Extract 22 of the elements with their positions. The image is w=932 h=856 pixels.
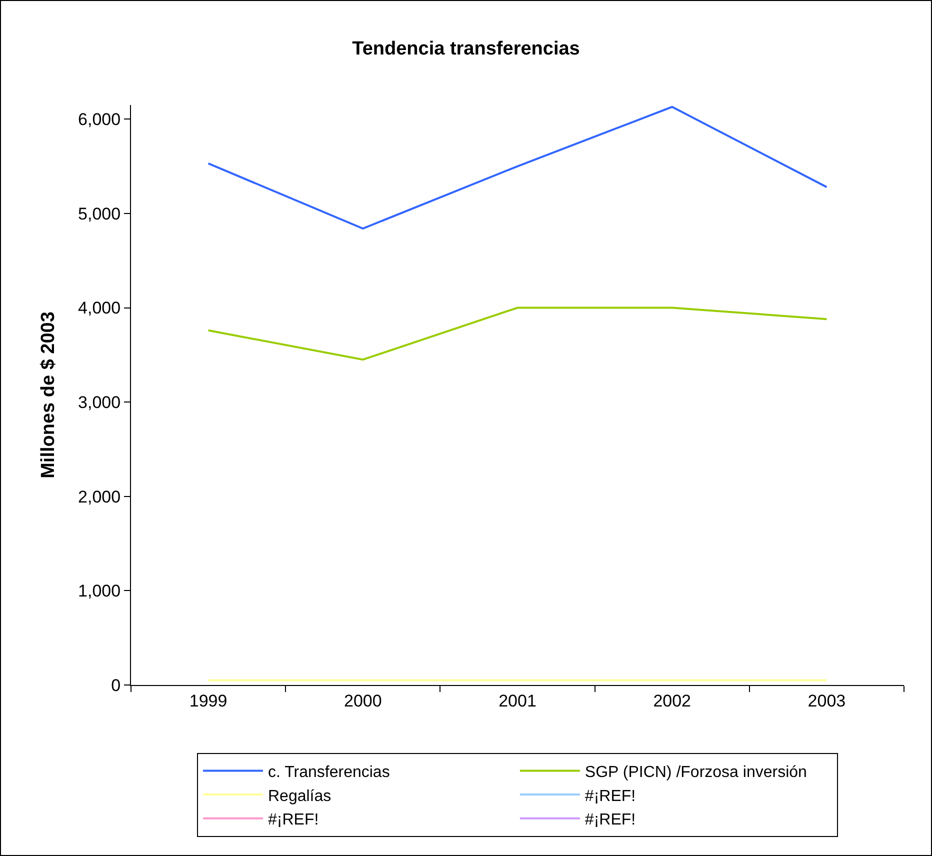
y-tick-label: 0 bbox=[111, 676, 121, 695]
y-tick-label: 1,000 bbox=[78, 582, 121, 601]
x-tick-label: 2000 bbox=[344, 691, 382, 710]
legend-label: #¡REF! bbox=[584, 788, 636, 805]
x-tick-label: 2001 bbox=[498, 691, 536, 710]
y-tick-label: 3,000 bbox=[78, 393, 121, 412]
y-axis-title: Millones de $ 2003 bbox=[38, 312, 59, 478]
x-tick-label: 2002 bbox=[653, 691, 692, 710]
line-series bbox=[207, 306, 828, 361]
legend-label: c. Transferencias bbox=[268, 764, 390, 781]
legend-label: Regalías bbox=[268, 788, 332, 805]
x-tick-label: 2003 bbox=[808, 691, 846, 710]
y-tick-label: 5,000 bbox=[78, 204, 121, 224]
legend-label: SGP (PICN) /Forzosa inversión bbox=[584, 764, 807, 781]
legend-label: #¡REF! bbox=[268, 812, 319, 829]
y-tick-label: 4,000 bbox=[78, 298, 121, 318]
y-tick-label: 6,000 bbox=[78, 110, 121, 130]
x-tick-label: 1999 bbox=[189, 691, 228, 710]
y-tick-label: 2,000 bbox=[78, 487, 121, 506]
line-series bbox=[207, 106, 828, 230]
chart-title: Tendencia transferencias bbox=[352, 38, 580, 60]
legend-label: #¡REF! bbox=[584, 812, 636, 829]
